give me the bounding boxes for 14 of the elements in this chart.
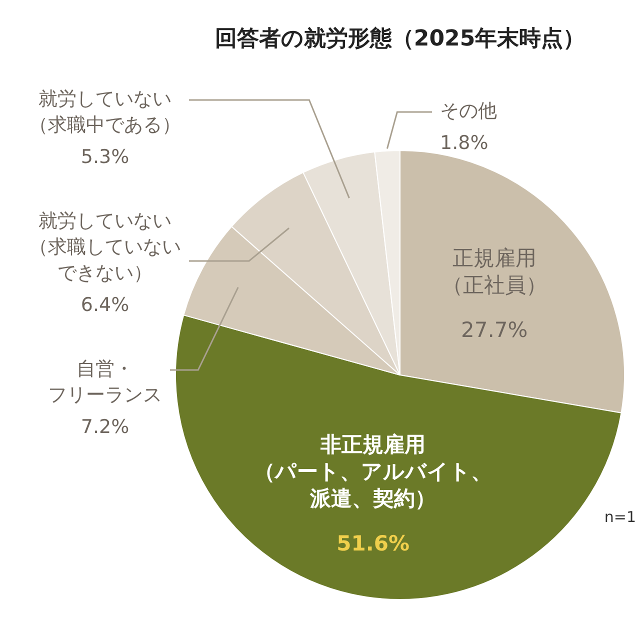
slice-label: その他	[440, 100, 497, 122]
data-label: 5.3%	[80, 146, 130, 168]
data-label: 6.4%	[80, 294, 130, 316]
slice-label: 就労していない（求職していないできない）	[29, 210, 181, 284]
text: n=1	[604, 508, 636, 526]
slice-label: 自営・フリーランス	[48, 358, 162, 406]
slice-label: 非正規雇用（パート、アルバイト、派遣、契約）	[254, 432, 492, 510]
slice-label: 就労していない（求職中である）	[29, 88, 181, 136]
data-label: 51.6%	[336, 531, 410, 556]
chart-title: 回答者の就労形態（2025年末時点）	[214, 26, 586, 52]
data-label: 1.8%	[440, 132, 488, 154]
slice-label: 正規雇用（正社員）	[442, 246, 547, 297]
data-label: 27.7%	[461, 318, 528, 342]
data-label: 7.2%	[80, 416, 130, 438]
